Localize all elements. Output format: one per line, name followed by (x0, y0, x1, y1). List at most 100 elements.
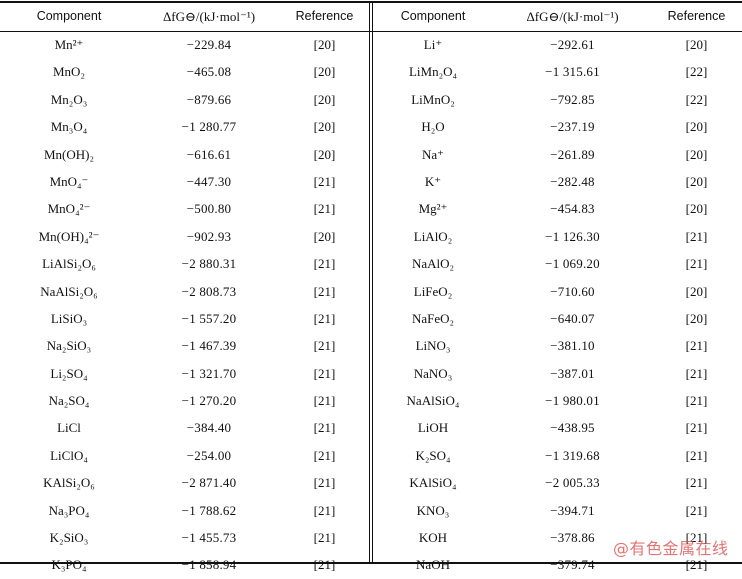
component-cell: NaAlSiO₄ (406, 393, 460, 409)
header-rule (0, 31, 742, 32)
gibbs-value-cell: −902.93 (186, 228, 232, 244)
reference-cell: [21] (313, 502, 336, 518)
gibbs-value-cell: −1 069.20 (545, 256, 600, 272)
header-component-left: Component (36, 9, 102, 23)
top-rule (0, 1, 742, 3)
reference-cell: [21] (685, 228, 708, 244)
gibbs-value-cell: −1 321.70 (181, 365, 237, 381)
header-gibbs-left: ΔfG⊖/(kJ·mol⁻¹) (162, 9, 256, 24)
gibbs-value-cell: −710.60 (550, 283, 595, 299)
reference-cell: [21] (685, 256, 708, 272)
gibbs-value-cell: −1 980.01 (545, 393, 600, 409)
component-cell: LiMnO₂ (411, 91, 455, 107)
reference-cell: [21] (313, 447, 336, 463)
reference-cell: [20] (685, 201, 708, 217)
watermark: @有色金属在线 (613, 539, 729, 558)
gibbs-value-cell: −1 455.73 (181, 530, 237, 546)
reference-cell: [21] (685, 420, 708, 436)
gibbs-value-cell: −237.19 (550, 119, 595, 135)
gibbs-value-cell: −2 871.40 (181, 475, 237, 491)
gibbs-value-cell: −1 467.39 (181, 338, 237, 354)
gibbs-value-cell: −500.80 (186, 201, 232, 217)
gibbs-value-cell: −261.89 (550, 146, 595, 162)
header-gibbs-right: ΔfG⊖/(kJ·mol⁻¹) (526, 9, 619, 24)
gibbs-value-cell: −792.85 (550, 91, 595, 107)
reference-cell: [21] (685, 365, 708, 381)
gibbs-value-cell: −282.48 (550, 173, 595, 189)
reference-cell: [21] (685, 502, 708, 518)
component-cell: Na₃PO₄ (48, 502, 90, 518)
component-cell: Na₂SO₄ (48, 393, 90, 409)
reference-cell: [21] (313, 256, 336, 272)
component-cell: Li₂SO₄ (50, 365, 88, 381)
component-cell: LiCl (57, 420, 81, 436)
component-cell: KOH (418, 530, 448, 546)
component-cell: MnO₄⁻ (49, 173, 89, 189)
component-cell: NaOH (416, 557, 450, 573)
gibbs-value-cell: −454.83 (550, 201, 595, 217)
gibbs-value-cell: −1 557.20 (181, 310, 237, 326)
reference-cell: [20] (313, 64, 336, 80)
component-cell: Na₂SiO₃ (46, 338, 92, 354)
component-cell: NaAlO₂ (411, 256, 455, 272)
component-cell: MnO₄²⁻ (47, 201, 91, 217)
component-cell: K₃PO₄ (51, 557, 87, 573)
gibbs-value-cell: −394.71 (550, 502, 595, 518)
gibbs-value-cell: −1 126.30 (545, 228, 600, 244)
reference-cell: [21] (685, 447, 708, 463)
component-cell: NaAlSi₂O₆ (40, 283, 98, 299)
component-cell: K₂SiO₃ (49, 530, 89, 546)
component-cell: KAlSiO₄ (409, 475, 457, 491)
reference-cell: [21] (313, 420, 336, 436)
component-cell: K₂SO₄ (415, 447, 451, 463)
reference-cell: [20] (685, 119, 708, 135)
gibbs-value-cell: −1 315.61 (545, 64, 600, 80)
gibbs-value-cell: −2 808.73 (181, 283, 237, 299)
gibbs-value-cell: −438.95 (550, 420, 595, 436)
component-cell: Mg²⁺ (418, 201, 448, 217)
reference-cell: [21] (313, 530, 336, 546)
gibbs-value-cell: −381.10 (550, 338, 595, 354)
component-cell: K⁺ (424, 173, 442, 189)
reference-cell: [21] (685, 475, 708, 491)
component-cell: MnO₂ (53, 64, 85, 80)
gibbs-value-cell: −387.01 (550, 365, 595, 381)
gibbs-value-cell: −1 280.77 (181, 119, 237, 135)
gibbs-value-cell: −447.30 (186, 173, 232, 189)
gibbs-value-cell: −616.61 (186, 146, 232, 162)
reference-cell: [21] (313, 310, 336, 326)
component-cell: H₂O (421, 119, 445, 135)
reference-cell: [20] (313, 119, 336, 135)
gibbs-value-cell: −640.07 (550, 310, 595, 326)
component-cell: LiSiO₃ (50, 310, 88, 326)
gibbs-value-cell: −292.61 (550, 37, 595, 52)
component-cell: LiNO₃ (415, 338, 451, 354)
gibbs-value-cell: −2 005.33 (545, 475, 600, 491)
reference-cell: [20] (685, 173, 708, 189)
component-cell: LiClO₄ (50, 447, 88, 463)
reference-cell: [20] (313, 228, 336, 244)
gibbs-value-cell: −2 880.31 (181, 256, 237, 272)
header-component-right: Component (400, 9, 466, 23)
reference-cell: [20] (685, 146, 708, 162)
reference-cell: [21] (685, 530, 708, 546)
reference-cell: [22] (685, 91, 708, 107)
reference-cell: [21] (313, 201, 336, 217)
gibbs-value-cell: −254.00 (186, 447, 232, 463)
component-cell: Li⁺ (423, 37, 443, 52)
component-cell: LiAlO₂ (413, 228, 453, 244)
reference-cell: [21] (313, 283, 336, 299)
component-cell: NaFeO₂ (411, 310, 455, 326)
reference-cell: [20] (685, 37, 708, 52)
gibbs-value-cell: −879.66 (186, 91, 232, 107)
component-cell: Mn₃O₄ (50, 119, 88, 135)
reference-cell: [20] (685, 283, 708, 299)
header-reference-right: Reference (667, 9, 726, 23)
component-cell: NaNO₃ (413, 365, 453, 381)
reference-cell: [21] (685, 338, 708, 354)
reference-cell: [21] (313, 338, 336, 354)
component-cell: KNO₃ (416, 502, 450, 518)
reference-cell: [21] (313, 475, 336, 491)
reference-cell: [20] (685, 310, 708, 326)
